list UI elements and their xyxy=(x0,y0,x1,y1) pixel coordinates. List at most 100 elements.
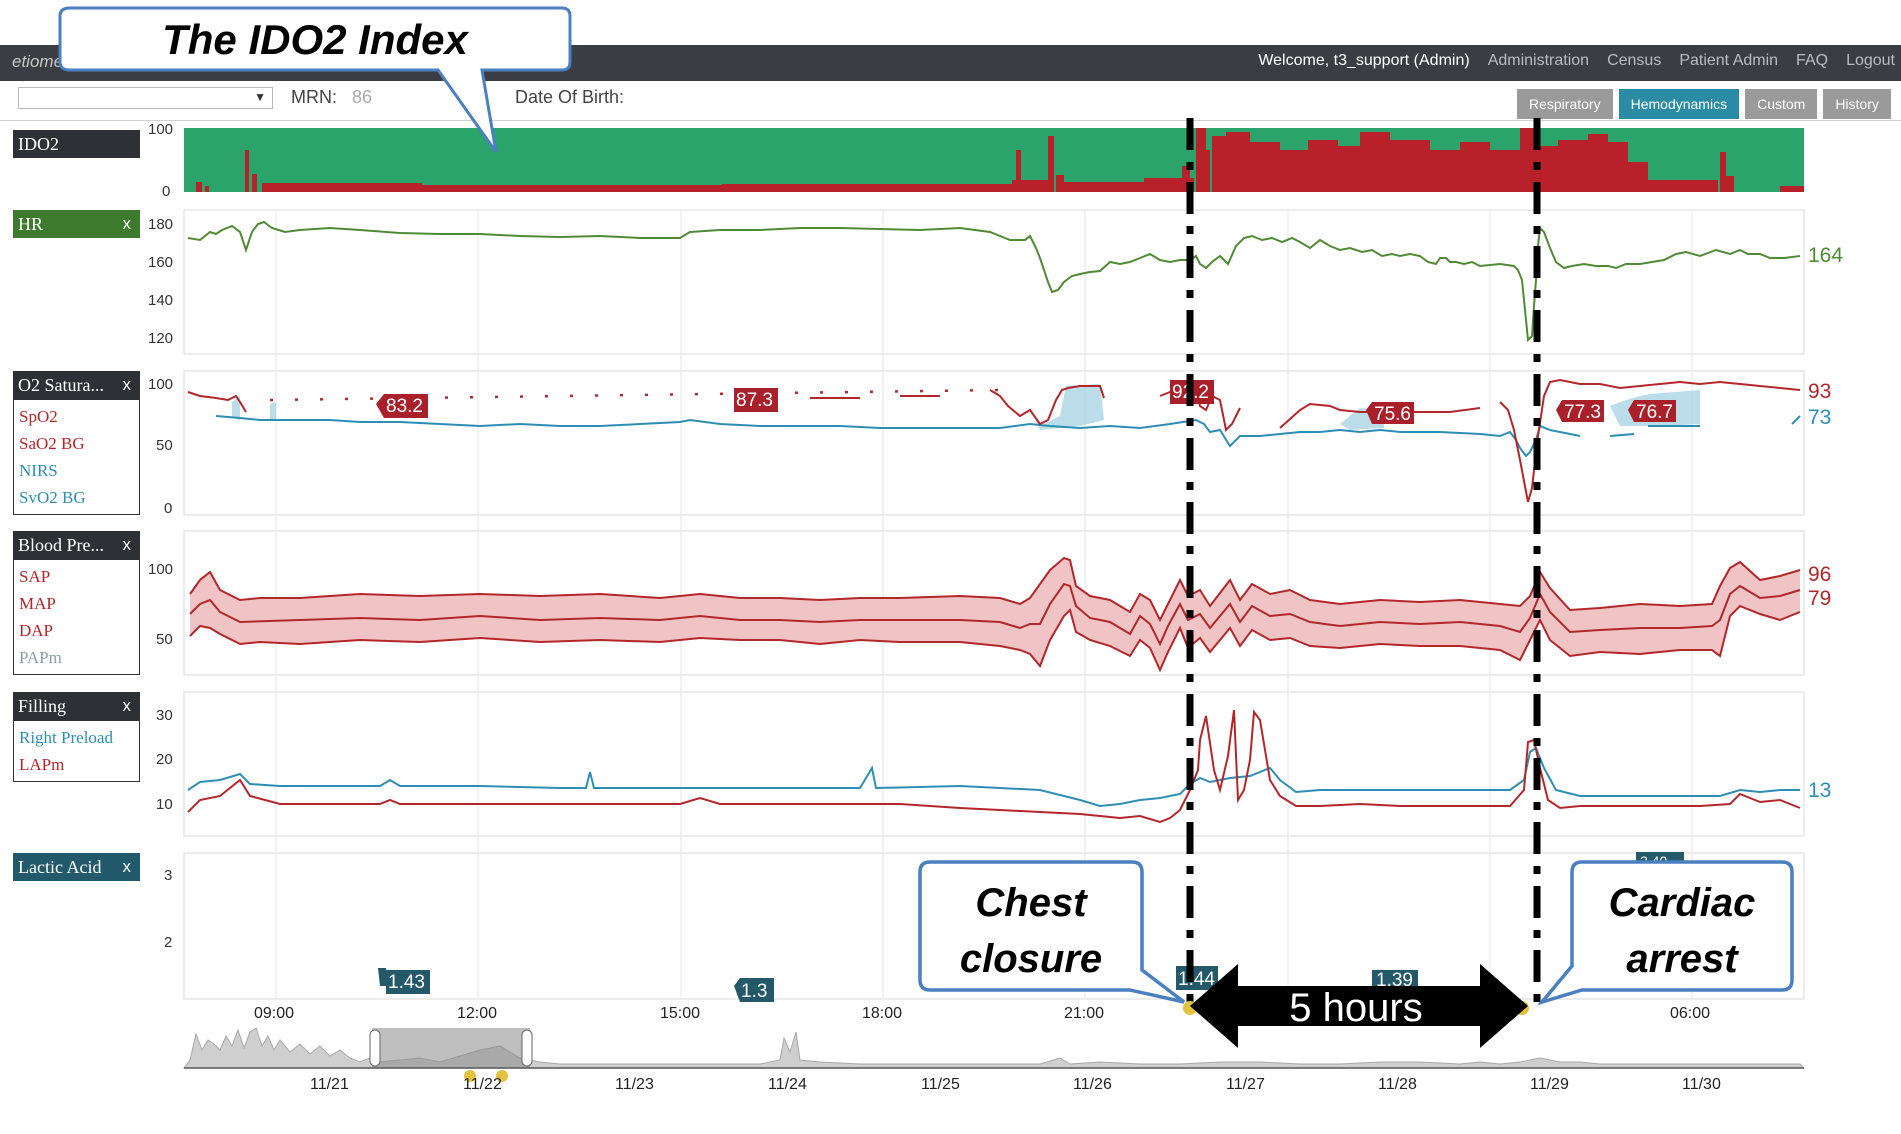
svg-text:75.6: 75.6 xyxy=(1374,404,1411,425)
filling-ytick-10: 10 xyxy=(156,796,173,813)
overview-handle-left[interactable] xyxy=(369,1029,381,1067)
map-line xyxy=(189,582,1801,647)
event-marker-1[interactable] xyxy=(464,1070,476,1082)
nav-faq[interactable]: FAQ xyxy=(1796,52,1829,69)
ido2-risk-bars xyxy=(196,128,1804,192)
date-tick-1126: 11/26 xyxy=(1073,1076,1112,1093)
overview-selection[interactable] xyxy=(372,1028,530,1068)
tab-history[interactable]: History xyxy=(1823,89,1891,119)
cardiac-arrest-line1: Cardiac xyxy=(1609,881,1756,925)
nav-logout[interactable]: Logout xyxy=(1846,52,1895,69)
svg-text:1.39: 1.39 xyxy=(1376,970,1413,991)
bp-close-icon[interactable]: x xyxy=(122,535,132,554)
nav-patient-admin[interactable]: Patient Admin xyxy=(1679,52,1779,69)
o2-ytick-0: 0 xyxy=(164,500,172,517)
time-tick-1800: 18:00 xyxy=(862,1005,902,1022)
bp-band xyxy=(190,558,1800,670)
legend-papm[interactable]: PAPm xyxy=(19,648,62,667)
svg-text:77.3: 77.3 xyxy=(1564,402,1601,423)
chest-closure-line1: Chest xyxy=(975,881,1088,925)
o2-close-icon[interactable]: x xyxy=(122,375,132,394)
hr-panel xyxy=(183,209,1805,355)
row-label-filling[interactable]: Filling x xyxy=(13,692,140,720)
ido2-ytick-100: 100 xyxy=(148,121,173,138)
bp-ytick-100: 100 xyxy=(148,561,173,578)
row-label-ido2[interactable]: IDO2 xyxy=(13,130,140,158)
spo2-line xyxy=(187,391,247,413)
lactic-badge-2[interactable]: 1.3 xyxy=(734,978,774,1002)
lactic-ytick-3: 3 xyxy=(164,867,172,884)
row-label-hr[interactable]: HR x xyxy=(13,210,140,238)
o2-ytick-50: 50 xyxy=(156,437,173,454)
lactic-close-icon[interactable]: x xyxy=(122,857,132,876)
legend-sao2-bg[interactable]: SaO2 BG xyxy=(19,434,85,453)
svg-text:76.7: 76.7 xyxy=(1636,402,1673,423)
nav-census[interactable]: Census xyxy=(1607,52,1662,69)
date-tick-1129: 11/29 xyxy=(1530,1076,1569,1093)
date-tick-1121: 11/21 xyxy=(310,1076,349,1093)
nav-administration[interactable]: Administration xyxy=(1487,52,1590,69)
time-tick-1200: 12:00 xyxy=(457,1005,497,1022)
filling-current-value: 13 xyxy=(1808,779,1831,802)
legend-lapm[interactable]: LAPm xyxy=(19,755,65,774)
dap-line xyxy=(189,604,1801,673)
o2-badge-1[interactable]: 83.2 xyxy=(376,394,428,418)
view-tabs: Respiratory Hemodynamics Custom History xyxy=(1517,89,1891,119)
tab-custom[interactable]: Custom xyxy=(1745,89,1818,119)
overview-date-axis: 11/21 11/22 11/23 11/24 11/25 11/26 11/2… xyxy=(310,1076,1721,1093)
spo2-line-mid2 xyxy=(1279,402,1481,429)
legend-right-preload[interactable]: Right Preload xyxy=(19,728,113,747)
hr-ytick-180: 180 xyxy=(148,216,173,233)
lactic-badge-1[interactable]: 1.43 xyxy=(378,968,430,994)
legend-dap[interactable]: DAP xyxy=(19,621,54,640)
ido2-ytick-0: 0 xyxy=(162,183,170,200)
date-tick-1124: 11/24 xyxy=(768,1076,807,1093)
nirs-current-value: 73 xyxy=(1808,406,1831,429)
spo2-line-main xyxy=(989,385,1105,426)
bp-panel xyxy=(183,530,1805,676)
date-tick-1123: 11/23 xyxy=(615,1076,654,1093)
row-label-o2[interactable]: O2 Satura... x xyxy=(13,371,140,399)
legend-svo2-bg[interactable]: SvO2 BG xyxy=(19,488,86,507)
legend-map[interactable]: MAP xyxy=(19,594,56,613)
legend-spo2[interactable]: SpO2 xyxy=(19,407,58,426)
ido2-title: The IDO2 Index xyxy=(162,16,469,63)
o2-badge-2[interactable]: 87.3 xyxy=(734,388,778,412)
row-label-lactic[interactable]: Lactic Acid x xyxy=(13,853,140,881)
hr-close-icon[interactable]: x xyxy=(122,214,132,233)
right-preload-line xyxy=(187,746,1800,808)
o2-badge-6[interactable]: 76.7 xyxy=(1628,400,1676,423)
tab-respiratory[interactable]: Respiratory xyxy=(1517,89,1613,119)
o2-label: O2 Satura... xyxy=(18,375,104,395)
chest-closure-line2: closure xyxy=(960,937,1102,981)
hr-label: HR xyxy=(18,214,44,234)
row-label-bp[interactable]: Blood Pre... x xyxy=(13,531,140,559)
nirs-line xyxy=(215,415,1581,458)
o2-legend: SpO2 SaO2 BG NIRS SvO2 BG xyxy=(13,399,140,515)
spo2-line-late xyxy=(1499,378,1801,503)
event-marker-2[interactable] xyxy=(496,1070,508,1082)
legend-nirs[interactable]: NIRS xyxy=(19,461,58,480)
duration-label: 5 hours xyxy=(1289,986,1422,1030)
overview-handle-right[interactable] xyxy=(521,1029,533,1067)
chevron-down-icon: ▼ xyxy=(254,90,266,104)
lactic-badge-3[interactable]: 1.44 xyxy=(1176,966,1218,990)
ido2-label: IDO2 xyxy=(18,134,59,154)
patient-bar xyxy=(0,81,1901,121)
spo2-current-value: 93 xyxy=(1808,380,1831,403)
hr-ytick-120: 120 xyxy=(148,330,173,347)
patient-select[interactable]: ▼ xyxy=(18,87,273,109)
filling-ytick-30: 30 xyxy=(156,707,173,724)
top-nav: Welcome, t3_support (Admin) Administrati… xyxy=(1258,52,1895,74)
date-tick-1130: 11/30 xyxy=(1682,1076,1721,1093)
mrn-value: 86 xyxy=(352,87,373,107)
tab-hemodynamics[interactable]: Hemodynamics xyxy=(1618,89,1740,119)
chest-closure-callout: Chest closure xyxy=(918,860,1186,1004)
o2-badge-4[interactable]: 75.6 xyxy=(1366,402,1414,425)
filling-close-icon[interactable]: x xyxy=(122,696,132,715)
time-tick-2100: 21:00 xyxy=(1064,1005,1104,1022)
lactic-badge-4[interactable]: 1.39 xyxy=(1372,970,1418,991)
hr-ytick-140: 140 xyxy=(148,292,173,309)
o2-badge-5[interactable]: 77.3 xyxy=(1556,400,1604,423)
legend-sap[interactable]: SAP xyxy=(19,567,51,586)
